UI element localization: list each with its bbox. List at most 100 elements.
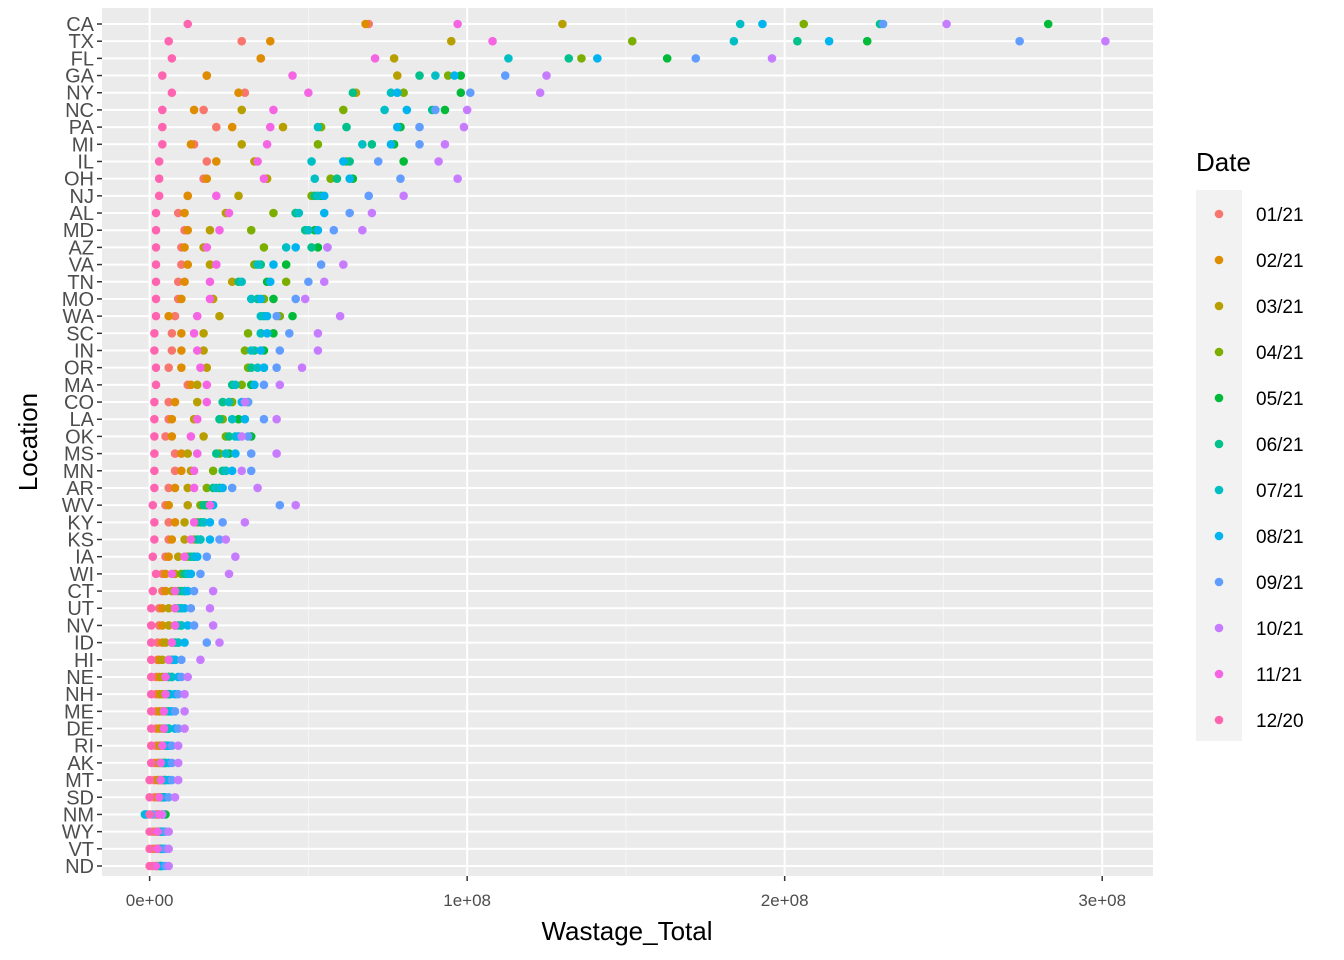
y-tick-label: AK <box>67 753 94 775</box>
y-tick-label: CT <box>67 581 94 603</box>
y-tick-label: AZ <box>68 237 94 259</box>
data-point <box>170 621 180 630</box>
data-point <box>151 861 161 871</box>
data-point <box>313 243 323 252</box>
data-point <box>177 260 186 269</box>
data-point <box>212 191 221 201</box>
data-point <box>202 157 212 166</box>
data-point <box>164 844 173 854</box>
y-tick-label: NE <box>66 667 94 689</box>
data-point <box>221 449 231 458</box>
legend-key <box>1214 623 1224 633</box>
data-point <box>164 500 173 510</box>
data-point <box>564 54 574 63</box>
data-point <box>192 397 202 407</box>
data-point <box>180 689 189 699</box>
data-point <box>151 311 161 321</box>
data-point <box>164 363 173 372</box>
data-point <box>256 54 266 63</box>
data-point <box>167 672 177 682</box>
legend-label: 05/21 <box>1256 389 1304 410</box>
data-point <box>150 518 159 527</box>
data-point <box>358 139 367 149</box>
data-point <box>593 54 602 63</box>
data-point <box>224 432 234 441</box>
data-point <box>389 54 399 63</box>
legend-key <box>1214 301 1224 311</box>
y-tick-label: OK <box>65 426 95 448</box>
data-point <box>145 792 154 802</box>
data-point <box>227 122 237 132</box>
data-point <box>151 260 161 269</box>
data-point <box>205 277 215 287</box>
y-tick-label: OR <box>64 358 94 380</box>
data-point <box>212 449 221 458</box>
data-point <box>199 518 208 527</box>
data-point <box>151 208 161 218</box>
y-axis-ticks: CATXFLGANYNCPAMIILOHNJALMDAZVATNMOWASCIN… <box>62 14 102 878</box>
data-point <box>313 225 323 235</box>
legend-key <box>1214 577 1224 587</box>
data-point <box>186 139 196 149</box>
data-point <box>231 380 240 390</box>
data-point <box>170 397 180 407</box>
y-tick-label: NC <box>65 100 94 122</box>
data-point <box>199 105 208 115</box>
data-point <box>291 500 300 510</box>
data-point <box>307 157 316 166</box>
y-tick-label: MI <box>72 134 94 156</box>
data-point <box>231 449 240 458</box>
legend-title: Date <box>1196 147 1251 177</box>
data-point <box>262 329 272 338</box>
y-tick-label: ME <box>64 701 94 723</box>
data-point <box>150 397 159 407</box>
data-point <box>265 277 275 287</box>
data-point <box>183 500 193 510</box>
data-point <box>246 466 256 476</box>
data-point <box>189 586 199 596</box>
data-point <box>170 792 180 802</box>
y-tick-label: GA <box>65 66 95 88</box>
data-point <box>192 380 202 390</box>
data-point <box>256 294 266 304</box>
data-point <box>183 672 193 682</box>
data-point <box>313 122 323 132</box>
data-point <box>158 621 167 630</box>
data-point <box>159 724 169 733</box>
legend-label: 11/21 <box>1256 665 1302 686</box>
data-point <box>150 346 159 355</box>
data-point <box>167 414 177 424</box>
data-point <box>146 689 156 699</box>
data-point <box>189 329 199 338</box>
data-point <box>167 569 177 579</box>
data-point <box>793 36 802 46</box>
data-point <box>256 311 266 321</box>
data-point <box>180 707 189 716</box>
data-point <box>237 432 247 441</box>
data-point <box>345 174 354 183</box>
data-point <box>177 346 186 355</box>
data-point <box>196 655 205 665</box>
data-point <box>304 88 313 98</box>
data-point <box>240 518 250 527</box>
data-point <box>183 449 193 458</box>
data-point <box>173 775 183 785</box>
data-points <box>140 19 1110 871</box>
legend-key <box>1214 439 1224 449</box>
data-point <box>386 139 396 149</box>
y-tick-label: KS <box>67 530 94 552</box>
legend-key <box>1214 669 1224 679</box>
data-point <box>259 363 269 372</box>
data-point <box>253 157 262 166</box>
y-tick-label: AR <box>66 478 94 500</box>
data-point <box>202 638 212 647</box>
data-point <box>440 139 450 149</box>
y-tick-label: IA <box>75 547 95 569</box>
data-point <box>199 432 208 441</box>
y-tick-label: WI <box>70 564 94 586</box>
data-point <box>202 552 212 561</box>
data-point <box>150 432 159 441</box>
y-tick-label: IL <box>77 151 94 173</box>
data-point <box>158 105 167 115</box>
data-point <box>146 758 156 768</box>
